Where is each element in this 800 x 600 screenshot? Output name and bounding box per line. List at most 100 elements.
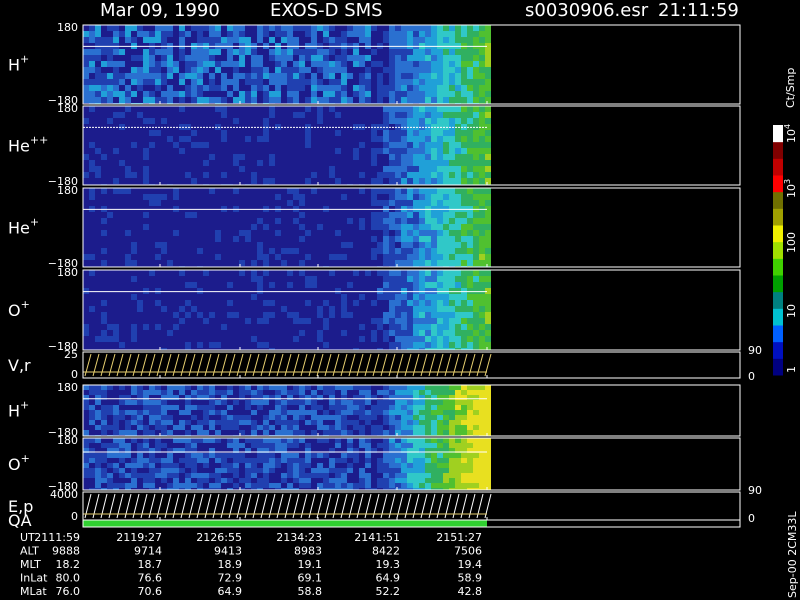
spectrogram-cell — [371, 194, 377, 200]
spectrogram-cell — [125, 415, 131, 420]
spectrogram-cell — [215, 463, 221, 468]
spectrogram-cell — [455, 224, 461, 230]
spectrogram-cell — [473, 230, 479, 236]
spectrogram-cell — [203, 463, 209, 468]
spectrogram-cell — [443, 25, 449, 31]
spectrogram-cell — [245, 85, 251, 91]
spectrogram-cell — [173, 224, 179, 230]
spectrogram-cell — [407, 425, 413, 430]
spectrogram-cell — [383, 312, 389, 318]
spectrogram-cell — [257, 312, 263, 318]
spectrogram-cell — [263, 395, 269, 400]
spectrogram-cell — [407, 61, 413, 67]
spectrogram-cell — [389, 188, 395, 194]
spectrogram-cell — [425, 324, 431, 330]
spectrogram-cell — [263, 425, 269, 430]
spectrogram-cell — [383, 55, 389, 61]
spectrogram-cell — [395, 318, 401, 324]
spectrogram-cell — [137, 142, 143, 148]
spectrogram-cell — [173, 248, 179, 254]
spectrogram-cell — [209, 25, 215, 31]
panel-frame — [82, 24, 741, 105]
spectrogram-cell — [437, 200, 443, 206]
spectrogram-cell — [299, 148, 305, 154]
spectrogram-cell — [341, 130, 347, 136]
spectrogram-cell — [269, 218, 275, 224]
spectrogram-cell — [101, 270, 107, 276]
spectrogram-cell — [113, 318, 119, 324]
spectrogram-cell — [269, 348, 275, 350]
spectrogram-cell — [389, 118, 395, 124]
spectrogram-cell — [365, 430, 371, 435]
spectrogram-cell — [179, 67, 185, 73]
spectrogram-cell — [431, 242, 437, 248]
spectrogram-cell — [131, 312, 137, 318]
spectrogram-cell — [263, 420, 269, 425]
spectrogram-cell — [245, 242, 251, 248]
spectrogram-cell — [119, 91, 125, 97]
spectrogram-cell — [413, 420, 419, 425]
spectrogram-cell — [251, 130, 257, 136]
spectrogram-cell — [203, 112, 209, 118]
spectrogram-cell — [299, 200, 305, 206]
spectrogram-cell — [449, 49, 455, 55]
spectrogram-cell — [293, 330, 299, 336]
spectrogram-cell — [131, 31, 137, 37]
spectrogram-cell — [125, 483, 131, 488]
spectrogram-cell — [461, 405, 467, 410]
spectrogram-cell — [143, 312, 149, 318]
spectrogram-cell — [227, 37, 233, 43]
spectrogram-cell — [395, 85, 401, 91]
spectrogram-cell — [203, 318, 209, 324]
spectrogram-cell — [281, 336, 287, 342]
spectrogram-cell — [365, 294, 371, 300]
spectrogram-cell — [113, 468, 119, 473]
spectrogram-cell — [173, 430, 179, 435]
spectrogram-cell — [257, 448, 263, 453]
spectrogram-cell — [95, 248, 101, 254]
spectrogram-cell — [395, 67, 401, 73]
spectrogram-cell — [353, 306, 359, 312]
spectrogram-cell — [293, 288, 299, 294]
spectrogram-cell — [413, 73, 419, 79]
spectrogram-cell — [119, 420, 125, 425]
spectrogram-cell — [167, 148, 173, 154]
spectrogram-cell — [401, 194, 407, 200]
spectrogram-cell — [191, 385, 197, 390]
spectrogram-cell — [221, 443, 227, 448]
spectrogram-cell — [389, 37, 395, 43]
spectrogram-cell — [245, 324, 251, 330]
spectrogram-cell — [317, 400, 323, 405]
spectrogram-cell — [281, 448, 287, 453]
spectrogram-cell — [89, 136, 95, 142]
spectrogram-cell — [143, 410, 149, 415]
spectrogram-cell — [365, 385, 371, 390]
spectrogram-cell — [233, 294, 239, 300]
spectrogram-cell — [293, 194, 299, 200]
spectrogram-cell — [263, 458, 269, 463]
spectrogram-cell — [311, 430, 317, 435]
label-sup: + — [30, 216, 39, 229]
spectrogram-cell — [179, 242, 185, 248]
spectrogram-cell — [149, 306, 155, 312]
spectrogram-cell — [437, 136, 443, 142]
spectrogram-cell — [425, 318, 431, 324]
spectrogram-cell — [161, 478, 167, 483]
spectrogram-cell — [395, 130, 401, 136]
spectrogram-cell — [287, 336, 293, 342]
spectrogram-cell — [161, 73, 167, 79]
spectrogram-cell — [101, 282, 107, 288]
spectrogram-cell — [377, 188, 383, 194]
spectrogram-cell — [209, 405, 215, 410]
spectrogram-cell — [113, 306, 119, 312]
spectrogram-cell — [203, 79, 209, 85]
spectrogram-cell — [413, 154, 419, 160]
spectrogram-cell — [329, 260, 335, 266]
spectrogram-cell — [215, 55, 221, 61]
spectrogram-cell — [179, 330, 185, 336]
spectrogram-cell — [227, 473, 233, 478]
spectrogram-cell — [383, 136, 389, 142]
spectrogram-cell — [263, 49, 269, 55]
spectrogram-cell — [149, 97, 155, 103]
spectrogram-cell — [83, 254, 89, 260]
